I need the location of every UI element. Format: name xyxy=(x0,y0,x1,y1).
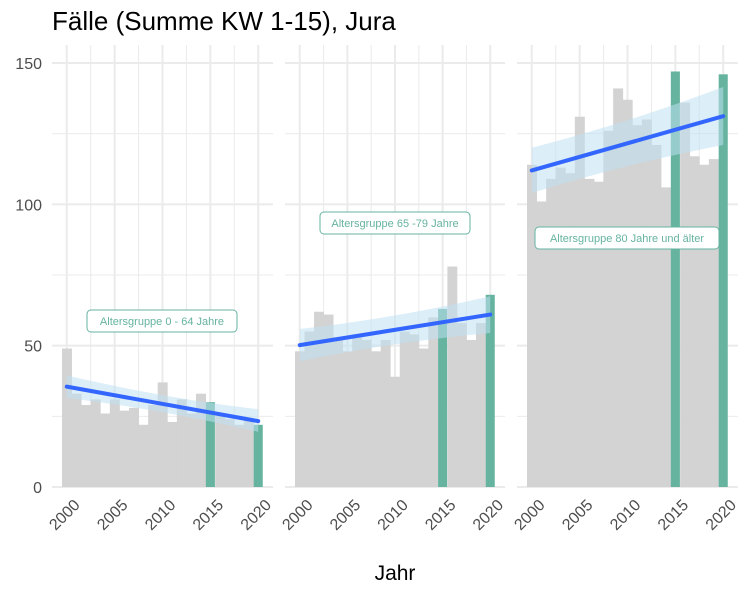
bar xyxy=(565,173,576,488)
x-tick-label: 2010 xyxy=(607,497,644,534)
bar xyxy=(632,125,643,487)
bar xyxy=(380,340,391,487)
y-tick-label: 150 xyxy=(15,56,42,73)
confidence-band xyxy=(531,87,724,194)
x-tick-label: 2005 xyxy=(327,497,364,534)
bar xyxy=(555,167,566,487)
bar xyxy=(699,164,710,487)
facet-panel-3: Altersgruppe 80 Jahre und älter 2000 2005 2… xyxy=(511,45,740,534)
bar xyxy=(390,376,401,487)
panel-label: Altersgruppe 65 -79 Jahre xyxy=(331,218,458,230)
bar xyxy=(352,334,363,487)
x-tick-label: 2020 xyxy=(238,497,275,534)
panel-label-box xyxy=(86,309,238,333)
bar xyxy=(466,340,477,487)
bar xyxy=(584,178,595,488)
bar xyxy=(651,144,662,487)
bar xyxy=(371,351,382,487)
facet-panel-2: Altersgruppe 65 -79 Jahre 2000 2005 2010 201… xyxy=(279,45,507,534)
bar xyxy=(119,410,130,487)
bar xyxy=(603,130,614,487)
bar xyxy=(342,351,353,487)
bar xyxy=(689,156,700,487)
bar xyxy=(167,421,178,487)
bar xyxy=(399,331,410,487)
x-tick-label: 2000 xyxy=(46,497,83,534)
y-tick-label: 100 xyxy=(15,197,42,214)
bar xyxy=(428,317,439,487)
bar xyxy=(71,393,82,487)
bar xyxy=(100,413,111,487)
bar xyxy=(157,382,168,487)
bar xyxy=(661,187,671,487)
bar xyxy=(613,88,624,487)
bar xyxy=(304,331,315,487)
bar xyxy=(234,424,245,487)
bar xyxy=(708,159,719,487)
panel-label-box xyxy=(534,226,720,250)
bar xyxy=(361,340,372,487)
x-tick-label: 2010 xyxy=(375,497,412,534)
bar xyxy=(138,424,149,487)
bar xyxy=(574,116,585,487)
bar-highlight xyxy=(718,74,728,487)
bar xyxy=(176,399,187,487)
bar xyxy=(527,164,537,487)
x-tick-label: 2005 xyxy=(94,497,131,534)
bar xyxy=(215,413,226,487)
bar xyxy=(81,405,92,487)
bar xyxy=(196,393,206,487)
x-tick-label: 2000 xyxy=(279,497,316,534)
bar xyxy=(62,348,72,487)
y-tick-label: 50 xyxy=(24,339,42,356)
trend-line xyxy=(529,114,726,173)
bar xyxy=(680,102,691,487)
bar xyxy=(447,266,458,487)
bar-highlight xyxy=(253,424,263,487)
bar xyxy=(90,399,101,487)
bar xyxy=(594,181,604,487)
bar xyxy=(323,314,334,487)
x-tick-label: 2015 xyxy=(422,497,459,534)
x-tick-label: 2000 xyxy=(511,497,548,534)
x-tick-label: 2020 xyxy=(470,497,507,534)
bar xyxy=(129,407,139,487)
bar xyxy=(456,323,467,487)
panel-label-box xyxy=(319,211,471,235)
bar-highlight xyxy=(670,71,680,487)
x-tick-label: 2015 xyxy=(655,497,692,534)
x-tick-label: 2010 xyxy=(142,497,179,534)
bar xyxy=(409,334,420,487)
bar-highlight xyxy=(205,402,215,487)
bar xyxy=(109,399,120,487)
bar xyxy=(243,419,254,487)
bar xyxy=(546,178,557,488)
bar xyxy=(224,419,235,487)
bar xyxy=(314,311,324,487)
bar xyxy=(622,99,633,487)
chart-title: Fälle (Summe KW 1-15), Jura xyxy=(52,6,396,36)
x-tick-label: 2015 xyxy=(190,497,227,534)
trend-line xyxy=(297,312,493,348)
y-tick-label: 0 xyxy=(33,480,42,497)
trend-line xyxy=(64,384,261,424)
bar xyxy=(295,351,305,487)
bar xyxy=(641,119,652,488)
bar xyxy=(148,405,159,487)
bar xyxy=(536,201,547,488)
bar-highlight xyxy=(438,308,448,487)
panel-label: Altersgruppe 0 - 64 Jahre xyxy=(100,316,224,328)
facet-panel-1: Altersgruppe 0 - 64 Jahre 2000 2005 2010 201… xyxy=(46,45,275,534)
x-axis-title: Jahr xyxy=(374,562,416,585)
x-tick-label: 2005 xyxy=(559,497,596,534)
bar xyxy=(418,348,429,487)
bar xyxy=(333,337,344,487)
x-tick-label: 2020 xyxy=(703,497,740,534)
bar xyxy=(475,323,486,487)
bar-highlight xyxy=(485,294,495,487)
panel-label: Altersgruppe 80 Jahre und älter xyxy=(550,233,704,245)
bar xyxy=(186,413,197,487)
